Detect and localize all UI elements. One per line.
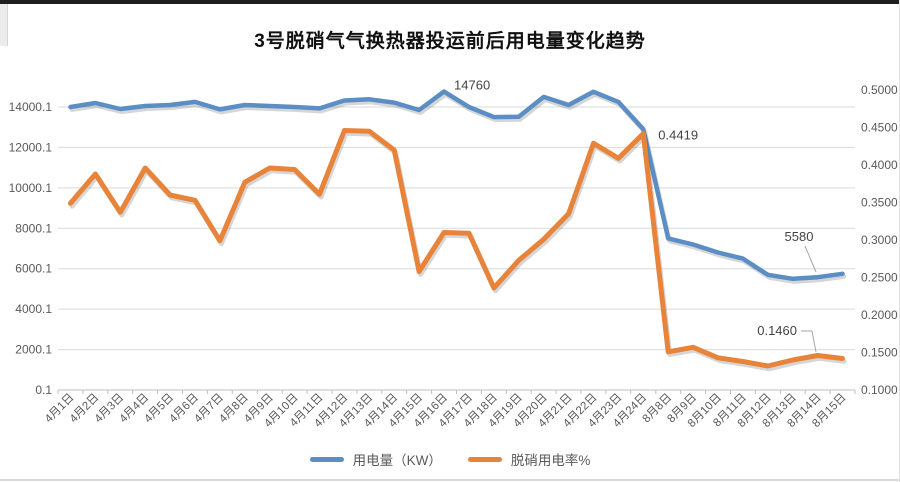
y-axis-label-left: 0.1 (35, 383, 52, 397)
y-axis-label-left: 12000.1 (9, 140, 53, 154)
y-axis-label-right: 0.2500 (861, 271, 898, 285)
y-axis-label-left: 6000.1 (15, 262, 52, 276)
screen-edge-artifact (0, 4, 8, 46)
leader-line (804, 245, 817, 273)
window-bottom-border (0, 479, 899, 481)
legend-label-power: 用电量（KW） (352, 453, 442, 468)
y-axis-label-right: 0.1000 (861, 383, 898, 397)
series-line-power (68, 89, 845, 282)
legend-line-swatch-blue (309, 456, 344, 462)
y-axis-label-left: 2000.1 (15, 343, 52, 357)
legend-item-rate: 脱硝用电率% (467, 449, 591, 469)
data-label: 5580 (785, 229, 814, 244)
y-axis-label-right: 0.4000 (861, 158, 898, 172)
y-axis-label-right: 0.3500 (861, 196, 898, 210)
chart-legend: 用电量（KW） 脱硝用电率% (0, 446, 899, 472)
data-label: 0.4419 (658, 128, 698, 143)
leader-line (801, 330, 817, 353)
y-axis-label-left: 8000.1 (15, 221, 52, 235)
legend-label-rate: 脱硝用电率% (510, 453, 591, 468)
chart-title: 3号脱硝气气换热器投运前后用电量变化趋势 (254, 31, 646, 52)
y-axis-label-right: 0.4500 (861, 121, 898, 135)
y-axis-label-right: 0.1500 (861, 346, 898, 360)
y-axis-label-right: 0.2000 (861, 308, 898, 322)
data-label: 14760 (454, 78, 490, 93)
window-top-border (0, 0, 899, 4)
y-axis-label-left: 10000.1 (9, 181, 53, 195)
y-axis-label-left: 4000.1 (15, 302, 52, 316)
legend-item-power: 用电量（KW） (309, 449, 442, 469)
series-line-shadow (69, 130, 847, 372)
y-axis-label-right: 0.3000 (861, 233, 898, 247)
legend-line-swatch-orange (467, 456, 502, 462)
y-axis-label-left: 14000.1 (9, 100, 53, 114)
y-axis-label-right: 0.5000 (861, 83, 898, 97)
series-line-rate (68, 128, 845, 369)
data-label: 0.1460 (757, 323, 797, 338)
